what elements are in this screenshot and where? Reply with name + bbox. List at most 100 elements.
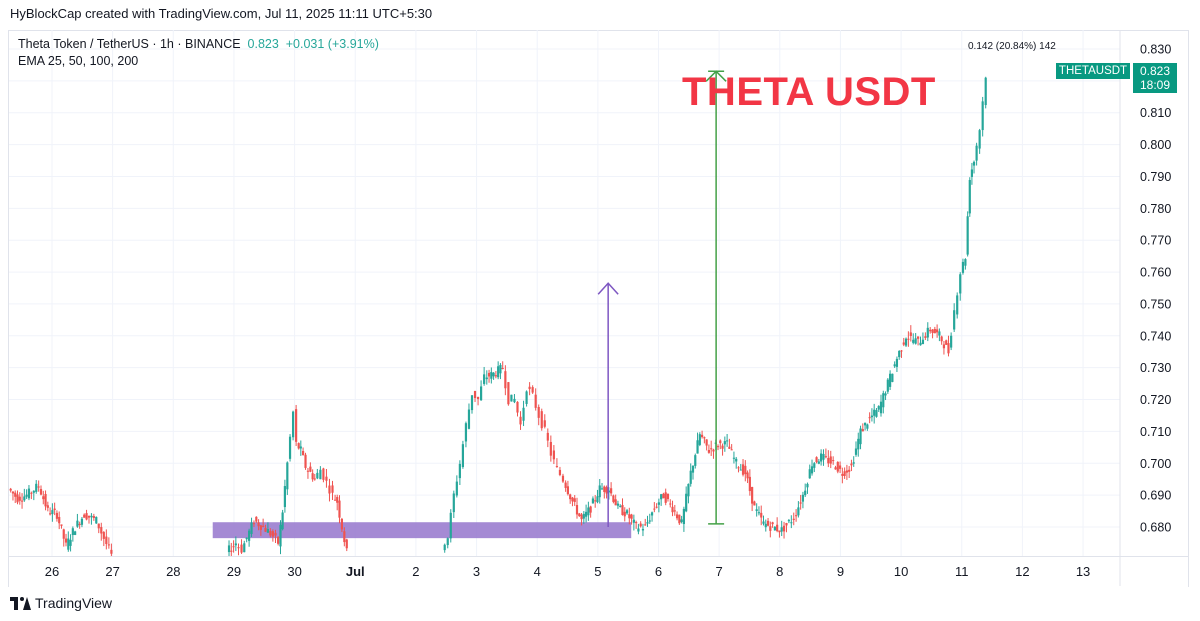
candle-up — [978, 130, 981, 149]
candle-down — [573, 498, 576, 502]
candle-down — [487, 372, 491, 377]
x-tick-label: 11 — [955, 564, 969, 579]
candle-up — [467, 409, 471, 429]
tradingview-brand: TradingView — [35, 595, 113, 611]
candle-down — [827, 458, 830, 464]
candle-down — [311, 473, 314, 480]
candle-down — [252, 523, 256, 525]
candle-down — [916, 336, 920, 339]
candle-up — [650, 512, 654, 516]
candle-down — [744, 465, 747, 475]
candle-down — [603, 486, 606, 493]
candle-up — [35, 483, 38, 492]
indicator-legend[interactable]: EMA 25, 50, 100, 200 — [18, 54, 139, 68]
candle-down — [309, 466, 312, 472]
candle-up — [790, 522, 793, 524]
candle-up — [780, 527, 783, 532]
candle-up — [808, 469, 811, 479]
x-axis: 26 27 28 29 30 Jul 2 3 4 5 6 7 8 9 10 11 12 13 — [45, 564, 1091, 579]
candle-up — [964, 259, 967, 266]
candle-up — [884, 393, 887, 396]
candle-up — [893, 364, 896, 367]
candle-down — [748, 476, 751, 492]
candle-up — [245, 537, 248, 540]
candle-down — [325, 476, 328, 481]
candle-up — [755, 509, 758, 512]
candle-up — [735, 458, 738, 462]
chart-annotation-title: THETA USDT — [682, 70, 936, 114]
candle-down — [769, 526, 772, 531]
tradingview-logo-icon — [10, 596, 31, 610]
y-tick-label: 0.830 — [1140, 43, 1171, 57]
candle-down — [815, 457, 818, 463]
candle-up — [499, 364, 502, 374]
candle-up — [895, 358, 899, 367]
x-tick-label: 5 — [594, 564, 601, 579]
candle-down — [655, 506, 658, 508]
candle-up — [813, 463, 816, 468]
candle-up — [25, 494, 28, 497]
candle-down — [83, 514, 86, 518]
candle-down — [845, 470, 848, 473]
candle-up — [27, 488, 31, 499]
candle-up — [898, 350, 901, 358]
candle-up — [875, 410, 878, 417]
candle-down — [494, 375, 497, 377]
candle-down — [751, 487, 754, 504]
candle-down — [924, 336, 927, 338]
candle-down — [257, 522, 260, 527]
candle-down — [39, 489, 43, 495]
candle-up — [757, 512, 761, 514]
candle-down — [785, 523, 788, 526]
candle-up — [852, 462, 855, 464]
candle-up — [919, 342, 922, 346]
candle-down — [580, 514, 583, 520]
candle-down — [569, 494, 572, 500]
candle-down — [16, 494, 19, 503]
candle-up — [497, 366, 500, 378]
candle-up — [71, 528, 74, 536]
candle-up — [461, 444, 465, 468]
candle-down — [623, 511, 626, 517]
candle-up — [582, 513, 585, 519]
candle-down — [771, 522, 774, 525]
candle-up — [286, 462, 289, 490]
candle-up — [981, 101, 984, 131]
candle-up — [762, 521, 765, 524]
candle-up — [968, 179, 971, 214]
candle-down — [552, 450, 555, 460]
x-tick-label: 13 — [1076, 564, 1090, 579]
candle-down — [297, 443, 300, 449]
candle-up — [485, 377, 488, 380]
x-tick-label: 27 — [105, 564, 119, 579]
y-tick-label: 0.770 — [1140, 234, 1171, 248]
candle-down — [794, 515, 798, 517]
candle-down — [730, 449, 733, 451]
symbol-legend[interactable]: Theta Token / TetherUS · 1h · BINANCE 0.… — [18, 37, 379, 51]
candle-down — [333, 499, 337, 501]
candle-down — [18, 496, 21, 501]
candle-up — [857, 438, 860, 450]
tradingview-logo[interactable]: TradingView — [10, 595, 112, 611]
y-tick-label: 0.760 — [1140, 266, 1171, 280]
x-tick-label: 28 — [166, 564, 180, 579]
candle-up — [458, 463, 461, 479]
candle-down — [87, 515, 91, 518]
candle-down — [44, 493, 47, 507]
candle-up — [817, 461, 820, 464]
candle-down — [42, 496, 45, 500]
candle-up — [446, 538, 449, 546]
candle-down — [907, 338, 910, 340]
candle-up — [873, 409, 876, 416]
chart-credit: HyBlockCap created with TradingView.com,… — [10, 6, 433, 21]
candle-up — [970, 169, 974, 177]
candle-down — [64, 538, 68, 543]
candle-up — [492, 372, 495, 377]
candle-up — [600, 488, 604, 490]
candle-down — [737, 467, 740, 469]
candle-up — [732, 457, 736, 459]
candle-down — [240, 544, 243, 553]
candle-down — [753, 501, 756, 506]
candle-up — [938, 331, 941, 336]
